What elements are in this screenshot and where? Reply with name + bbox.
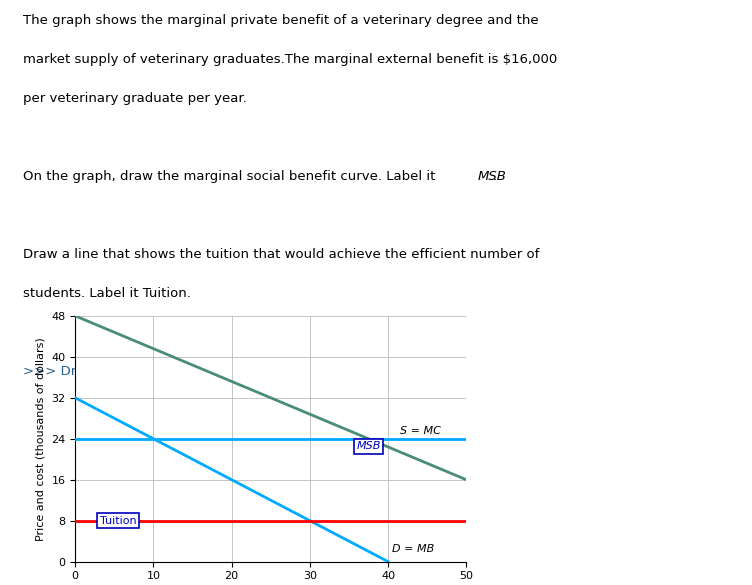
Text: >>> Draw only the objects specified in the question.: >>> Draw only the objects specified in t… [23,365,379,378]
Text: Draw a line that shows the tuition that would achieve the efficient number of: Draw a line that shows the tuition that … [23,247,539,261]
Text: On the graph, draw the marginal social benefit curve. Label it: On the graph, draw the marginal social b… [23,170,439,183]
Y-axis label: Price and cost (thousands of dollars): Price and cost (thousands of dollars) [35,337,46,541]
Text: D = MB: D = MB [392,544,434,554]
Text: Tuition: Tuition [100,515,137,526]
Text: students. Label it Tuition.: students. Label it Tuition. [23,287,190,300]
Text: market supply of veterinary graduates.​The marginal external benefit is $16,000: market supply of veterinary graduates.​T… [23,53,556,66]
Text: S = MC: S = MC [400,426,441,436]
Text: MSB: MSB [478,170,506,183]
Text: .: . [493,170,496,183]
Text: MSB: MSB [356,442,381,452]
Text: The graph shows the marginal private benefit of a veterinary degree and the: The graph shows the marginal private ben… [23,13,538,26]
Text: per veterinary graduate per year.: per veterinary graduate per year. [23,92,247,105]
